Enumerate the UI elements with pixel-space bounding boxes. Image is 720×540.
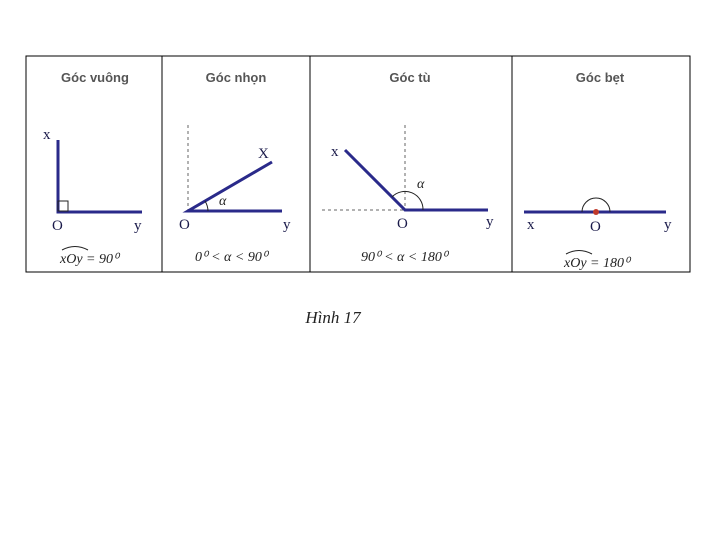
text-part: xOy [563, 256, 587, 271]
angle-hat [61, 246, 89, 251]
straight-angle [524, 197, 666, 215]
label: O [52, 218, 63, 234]
acute-angle [182, 125, 282, 213]
label: x [43, 127, 51, 143]
text-part: = 180⁰ [587, 256, 632, 271]
panel-title: Góc tù [389, 70, 430, 85]
angle-hat [565, 250, 593, 255]
label: y [486, 214, 494, 230]
label: O [590, 219, 601, 235]
panel-title: Góc vuông [61, 70, 129, 85]
right-angle [56, 140, 142, 214]
label: y [664, 217, 672, 233]
text-part: = 90⁰ [83, 252, 121, 267]
label: x [527, 217, 535, 233]
label: O [179, 217, 190, 233]
obtuse-angle [322, 125, 488, 212]
label: α [219, 194, 227, 209]
label: y [134, 218, 142, 234]
table-frame [25, 55, 691, 273]
panel-title: Góc bẹt [576, 70, 625, 85]
caption: Hình 17 [304, 308, 362, 327]
formula: 90⁰ < α < 180⁰ [361, 250, 450, 265]
formula: 0⁰ < α < 90⁰ [195, 250, 270, 265]
label: α [417, 177, 425, 192]
label: O [397, 216, 408, 232]
formula: xOy = 180⁰ [563, 256, 632, 271]
panel-title: Góc nhọn [206, 70, 267, 85]
text-part: xOy [59, 252, 83, 267]
formula: xOy = 90⁰ [59, 252, 121, 267]
label: x [331, 144, 339, 160]
label: y [283, 217, 291, 233]
label: X [258, 146, 269, 162]
